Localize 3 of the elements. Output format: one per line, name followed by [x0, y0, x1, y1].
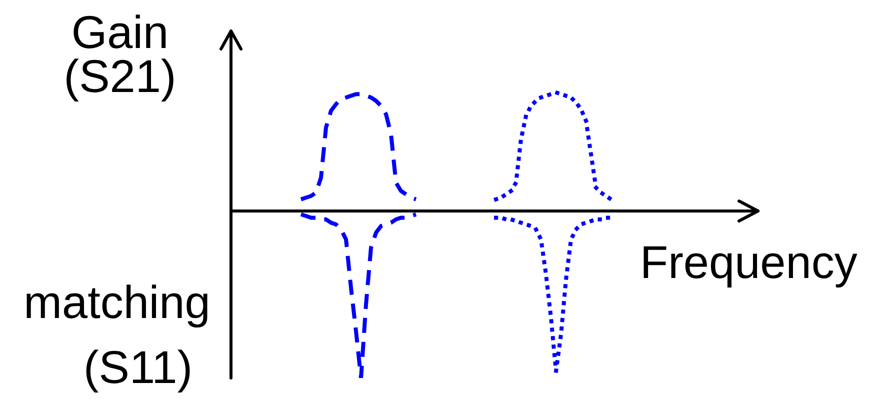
x-axis-title: Frequency — [640, 236, 858, 288]
text: matching (S11) — [24, 276, 210, 393]
y-axis-title: Gain (S21) — [64, 6, 176, 102]
